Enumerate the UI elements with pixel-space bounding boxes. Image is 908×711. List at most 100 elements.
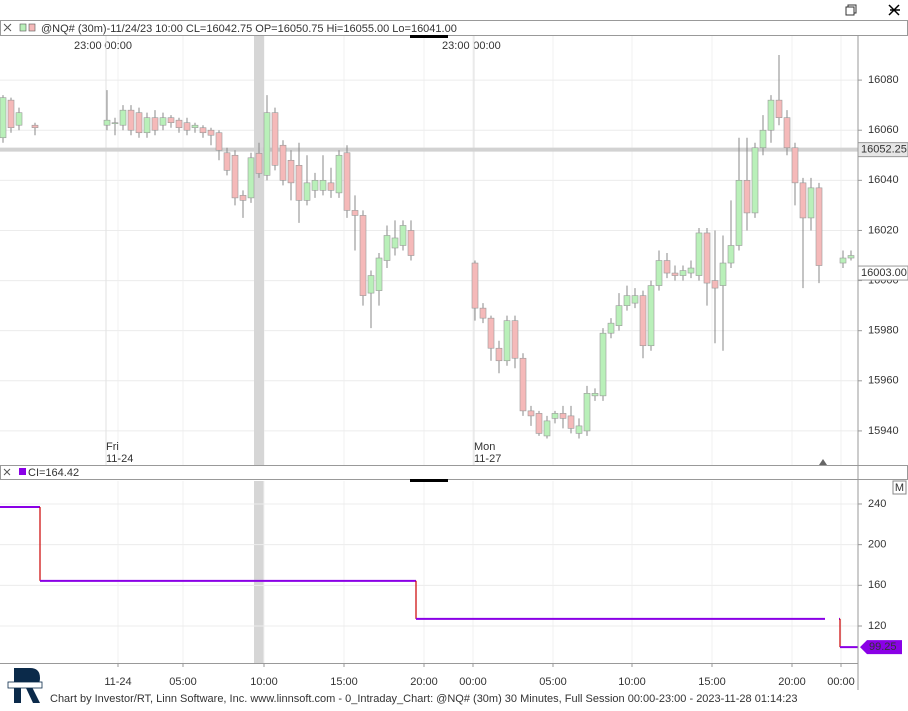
candle-body xyxy=(303,182,311,201)
y-tick-label: 16080 xyxy=(868,74,899,86)
panel-close[interactable] xyxy=(3,468,11,476)
y-tick-label: 15940 xyxy=(868,425,899,437)
candle-body xyxy=(567,415,575,429)
close-button[interactable] xyxy=(888,4,900,16)
chart-title: @NQ# (30m)-11/24/23 10:00 CL=16042.75 OP… xyxy=(41,23,457,35)
candle-body xyxy=(695,232,703,276)
candle-body xyxy=(183,122,191,131)
candle-body xyxy=(231,154,239,199)
x-tick-label: 15:00 xyxy=(330,676,358,688)
candle-body xyxy=(759,129,767,149)
candle-body xyxy=(623,295,631,306)
maximize-panel-button[interactable] xyxy=(892,480,907,495)
date-label: 11-27 xyxy=(474,453,501,465)
candle-body xyxy=(103,119,111,126)
candle-body xyxy=(239,195,247,201)
x-tick-label: 00:00 xyxy=(459,676,487,688)
candle-body xyxy=(0,97,7,139)
indicator-title: CI=164.42 xyxy=(28,467,79,479)
candle-body xyxy=(775,99,783,118)
y-tick-label: 15960 xyxy=(868,375,899,387)
candle-body xyxy=(471,262,479,309)
candle-body xyxy=(663,260,671,274)
session-label: 00:00 xyxy=(473,40,501,52)
candle-body xyxy=(647,285,655,347)
y-tick-label: 160 xyxy=(868,579,886,591)
session-label: 00:00 xyxy=(104,40,132,52)
candle-body xyxy=(127,109,135,131)
candle-body xyxy=(495,347,503,362)
candle-body xyxy=(719,262,727,286)
candle-body xyxy=(151,117,159,131)
x-tick-label: 00:00 xyxy=(827,676,855,688)
x-tick-label: 15:00 xyxy=(698,676,726,688)
candle-body xyxy=(343,152,351,211)
y-tick-label: 16060 xyxy=(868,124,899,136)
cursor-band xyxy=(254,481,264,663)
candle-body xyxy=(591,393,599,397)
candle-body xyxy=(527,410,535,417)
candle-body xyxy=(351,210,359,216)
x-tick-label: 05:00 xyxy=(539,676,567,688)
maximize-label[interactable]: M xyxy=(895,482,904,494)
candle-body xyxy=(559,413,567,419)
candle-body xyxy=(295,165,303,201)
legend-icon xyxy=(19,23,27,32)
candle-body xyxy=(767,99,775,131)
candle-body xyxy=(815,187,823,266)
logo xyxy=(7,668,43,703)
plot-layer: 1594015960159801600016020160401606016080… xyxy=(0,36,908,688)
candle-body xyxy=(215,132,223,151)
price-label: 16003.00 xyxy=(861,267,907,279)
candle-body xyxy=(487,317,495,349)
candle-body xyxy=(519,357,527,412)
candle-body xyxy=(287,159,295,184)
candle-body xyxy=(735,180,743,246)
candle-body xyxy=(543,420,551,437)
y-tick-label: 240 xyxy=(868,498,886,510)
candle-body xyxy=(175,119,183,129)
candle-body xyxy=(207,129,215,136)
candle-body xyxy=(135,112,143,134)
x-tick-label: 10:00 xyxy=(618,676,646,688)
candle-body xyxy=(263,112,271,176)
candle-body xyxy=(247,157,255,199)
last-value-box xyxy=(860,640,902,655)
candle-body xyxy=(711,280,719,289)
panel-close[interactable] xyxy=(3,23,12,32)
x-tick-label: 05:00 xyxy=(169,676,197,688)
candle-body xyxy=(703,232,711,284)
candle-body xyxy=(639,295,647,347)
candle-body xyxy=(679,270,687,276)
candle-body xyxy=(783,117,791,149)
y-tick-label: 200 xyxy=(868,539,886,551)
candle-body xyxy=(671,272,679,276)
candle-body xyxy=(111,122,119,125)
candle-body xyxy=(583,393,591,432)
session-label: 23:00 xyxy=(74,40,102,52)
footer: Chart by Investor/RT, Linn Software, Inc… xyxy=(50,693,798,705)
candle-body xyxy=(375,257,383,291)
candle-body xyxy=(279,144,287,181)
splitter-handle[interactable] xyxy=(410,35,448,38)
candle-body xyxy=(327,182,335,191)
restore-button-front[interactable] xyxy=(845,6,855,16)
candle-body xyxy=(15,112,23,126)
splitter-handle[interactable] xyxy=(410,479,448,482)
candle-body xyxy=(551,413,559,419)
day-label: Fri xyxy=(106,441,119,453)
candle-body xyxy=(847,255,855,259)
candle-body xyxy=(167,117,175,124)
candle-body xyxy=(399,225,407,246)
date-label: 11-24 xyxy=(106,453,133,465)
candle-body xyxy=(311,180,319,191)
candle-body xyxy=(607,322,615,334)
candle-body xyxy=(335,154,343,194)
candle-body xyxy=(271,112,279,166)
candle-body xyxy=(191,124,199,129)
candle-body xyxy=(143,117,151,134)
